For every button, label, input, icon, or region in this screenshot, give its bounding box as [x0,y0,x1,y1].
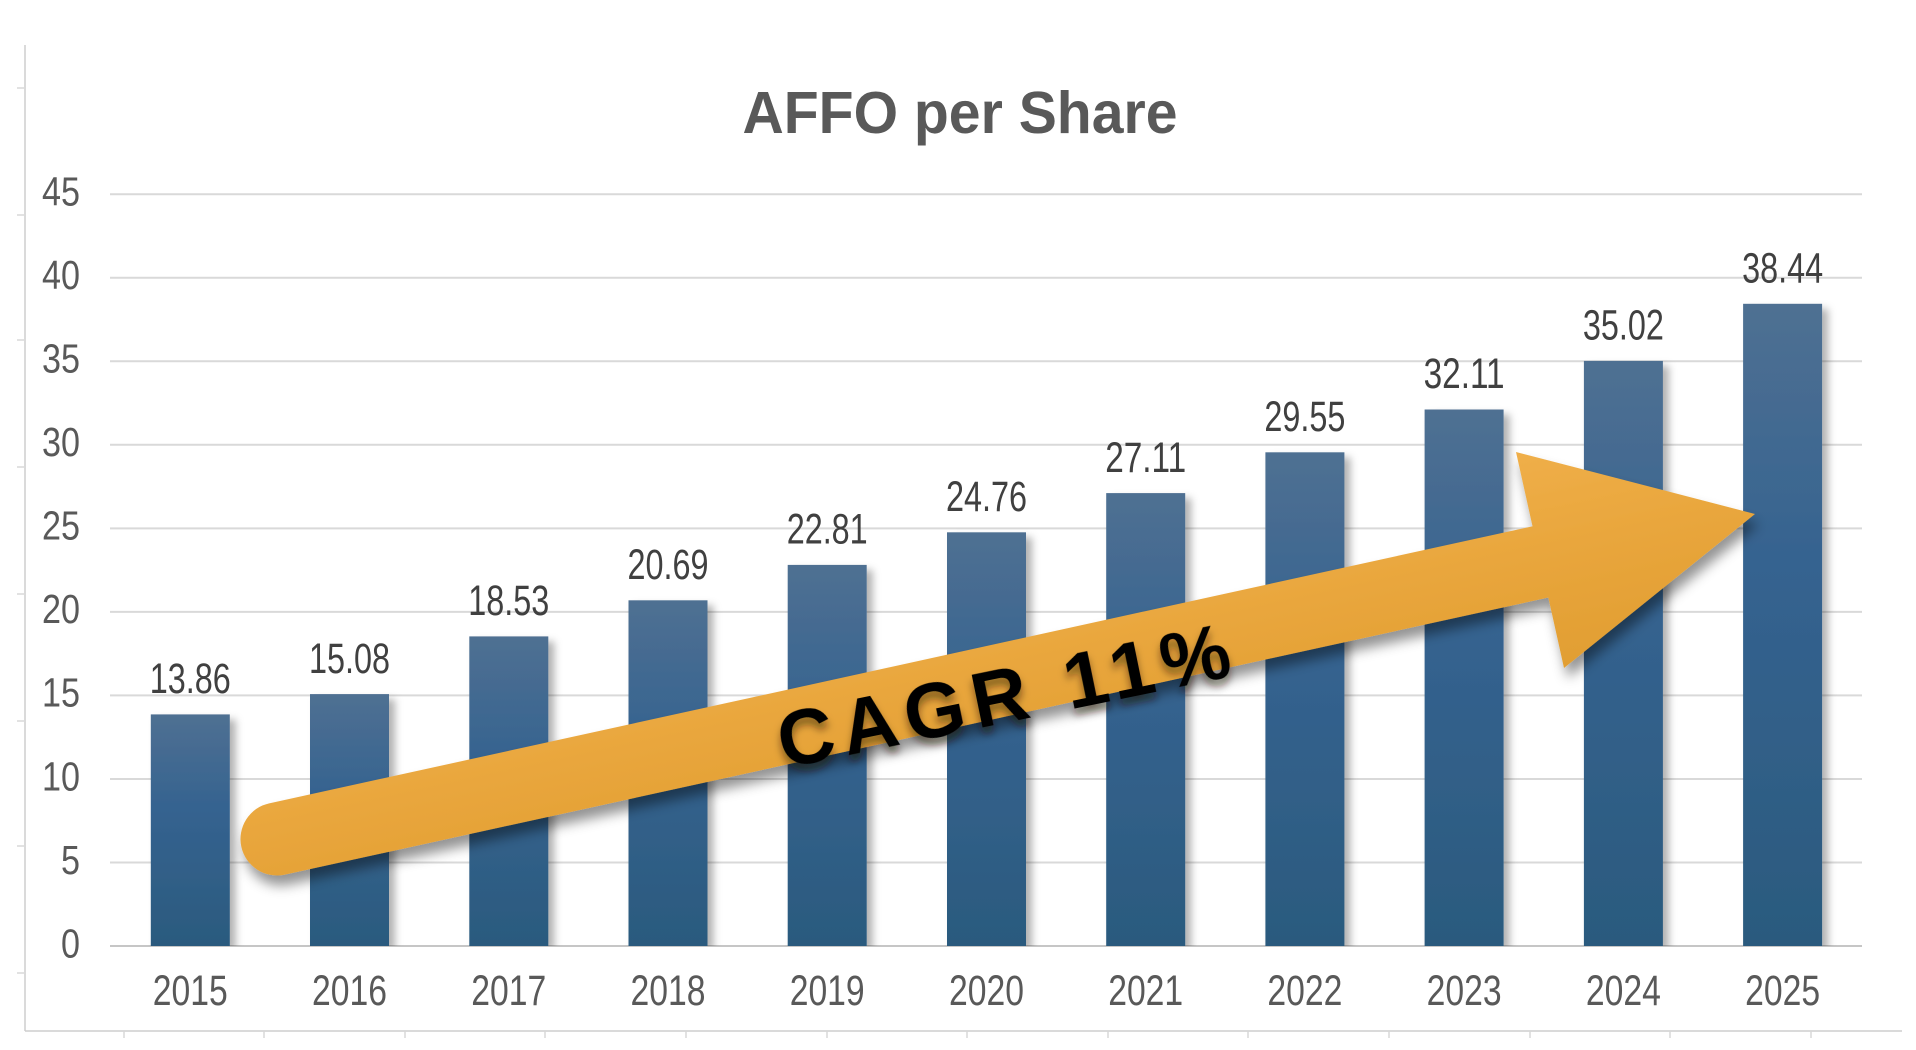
svg-text:25: 25 [42,503,80,549]
svg-text:18.53: 18.53 [468,577,549,625]
svg-text:10: 10 [42,753,80,799]
svg-text:15: 15 [42,670,80,716]
svg-text:45: 45 [42,169,80,215]
svg-text:2016: 2016 [312,967,387,1015]
svg-text:2018: 2018 [631,967,706,1015]
svg-text:2024: 2024 [1586,967,1661,1015]
svg-text:AFFO per Share: AFFO per Share [743,80,1178,146]
svg-text:29.55: 29.55 [1264,393,1345,441]
svg-text:5: 5 [61,837,80,883]
svg-text:24.76: 24.76 [946,473,1027,521]
svg-text:15.08: 15.08 [309,635,390,683]
svg-text:40: 40 [42,252,80,298]
svg-text:2022: 2022 [1267,967,1342,1015]
svg-text:2017: 2017 [471,967,546,1015]
svg-text:35: 35 [42,336,80,382]
svg-text:2025: 2025 [1745,967,1820,1015]
svg-text:27.11: 27.11 [1105,434,1186,482]
svg-text:13.86: 13.86 [150,655,231,703]
svg-text:38.44: 38.44 [1742,245,1823,293]
svg-text:2023: 2023 [1427,967,1502,1015]
svg-text:30: 30 [42,419,80,465]
svg-text:32.11: 32.11 [1424,350,1505,398]
svg-text:20: 20 [42,586,80,632]
svg-text:2021: 2021 [1108,967,1183,1015]
svg-text:2019: 2019 [790,967,865,1015]
svg-text:2015: 2015 [153,967,228,1015]
svg-text:22.81: 22.81 [787,506,868,554]
svg-text:0: 0 [61,920,80,966]
svg-text:35.02: 35.02 [1583,302,1664,350]
svg-text:20.69: 20.69 [628,541,709,589]
svg-text:2020: 2020 [949,967,1024,1015]
